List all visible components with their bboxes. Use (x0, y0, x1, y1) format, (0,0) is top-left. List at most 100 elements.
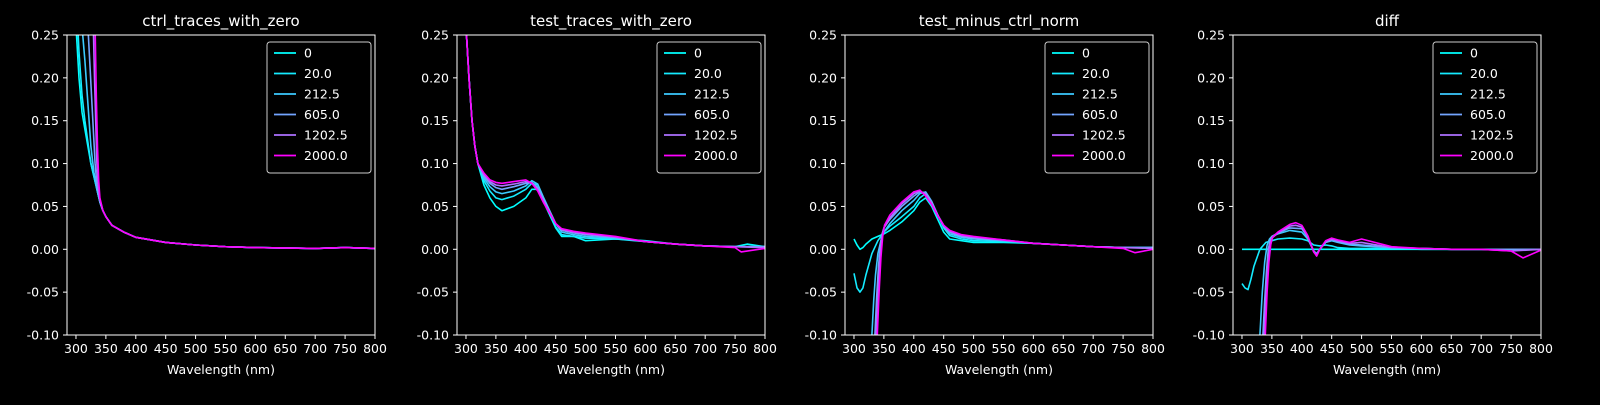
series-group (465, 35, 765, 253)
x-tick-label: 400 (124, 341, 148, 356)
panel-3: 300 350 400 450 500 550 600 650 700 750 800 -0.10 -0… (805, 12, 1165, 377)
y-tick-label: 0.25 (31, 28, 59, 43)
series-line-2000.0 (94, 35, 375, 250)
series-line-1202.5 (1263, 224, 1541, 335)
y-tick-label: 0.05 (31, 199, 59, 214)
legend-label: 2000.0 (304, 148, 348, 163)
series-line-605.0 (874, 191, 1153, 335)
x-axis-label: Wavelength (nm) (167, 362, 275, 377)
x-tick-label: 600 (243, 341, 267, 356)
x-tick-label: 300 (1230, 341, 1254, 356)
legend-label: 0 (1082, 46, 1090, 61)
y-tick-label: 0.05 (421, 199, 449, 214)
legend-label: 212.5 (694, 87, 730, 102)
panel-2: 300 350 400 450 500 550 600 650 700 750 800 -0.10 -0… (417, 12, 777, 377)
x-tick-label: 650 (273, 341, 297, 356)
legend: 0 20.0 212.5 605.0 1202.5 2000.0 (656, 41, 762, 174)
x-tick-label: 450 (544, 341, 568, 356)
y-tick-label: -0.05 (27, 285, 59, 300)
series-line-2000.0 (876, 189, 1153, 335)
y-tick-label: -0.10 (417, 328, 449, 343)
y-tick-label: 0.00 (31, 242, 59, 257)
series-line-605.0 (1262, 227, 1541, 335)
axes-frame (1232, 34, 1542, 336)
x-tick-label: 750 (1111, 341, 1135, 356)
y-tick-label: 0.10 (421, 156, 449, 171)
x-tick-label: 650 (1439, 341, 1463, 356)
y-tick-label: -0.05 (417, 285, 449, 300)
legend-label: 0 (1470, 46, 1478, 61)
legend-label: 1202.5 (1470, 128, 1514, 143)
legend-box (266, 41, 372, 174)
chart-title: ctrl_traces_with_zero (142, 12, 299, 31)
x-tick-label: 700 (1081, 341, 1105, 356)
chart-title: diff (1375, 12, 1400, 30)
series-line-2000.0 (1264, 221, 1541, 335)
legend-label: 0 (304, 46, 312, 61)
legend-label: 0 (694, 46, 702, 61)
legend-label: 2000.0 (1470, 148, 1514, 163)
y-tick-label: 0.20 (809, 70, 837, 85)
x-axis-label: Wavelength (nm) (1333, 362, 1441, 377)
x-tick-label: 600 (633, 341, 657, 356)
legend-label: 20.0 (1470, 66, 1498, 81)
legend-box (1432, 41, 1538, 174)
axes-frame (844, 34, 1154, 336)
x-tick-label: 450 (154, 341, 178, 356)
legend-label: 605.0 (1082, 107, 1118, 122)
legend-label: 212.5 (1082, 87, 1118, 102)
x-tick-label: 800 (753, 341, 777, 356)
x-tick-label: 400 (902, 341, 926, 356)
y-tick-label: 0.15 (1197, 113, 1225, 128)
chart-title: test_minus_ctrl_norm (919, 12, 1080, 31)
y-tick-label: 0.00 (809, 242, 837, 257)
series-line-212.5 (871, 191, 1153, 335)
y-tick-label: 0.15 (809, 113, 837, 128)
x-tick-label: 700 (1469, 341, 1493, 356)
legend: 0 20.0 212.5 605.0 1202.5 2000.0 (266, 41, 372, 174)
series-group (853, 189, 1153, 335)
series-line-212.5 (1259, 229, 1541, 335)
panel-4: 300 350 400 450 500 550 600 650 700 750 800 -0.10 -0… (1193, 12, 1553, 377)
x-tick-label: 800 (1529, 341, 1553, 356)
y-tick-label: 0.15 (31, 113, 59, 128)
y-tick-label: 0.10 (809, 156, 837, 171)
y-tick-label: 0.20 (421, 70, 449, 85)
y-tick-label: 0.25 (809, 28, 837, 43)
legend-label: 20.0 (1082, 66, 1110, 81)
y-tick-label: 0.15 (421, 113, 449, 128)
legend-label: 1202.5 (694, 128, 738, 143)
y-tick-label: 0.25 (421, 28, 449, 43)
panel-1: 300 350 400 450 500 550 600 650 700 750 800 -0.10 -0… (27, 12, 387, 377)
y-tick-label: -0.10 (27, 328, 59, 343)
x-tick-label: 700 (303, 341, 327, 356)
x-tick-label: 800 (363, 341, 387, 356)
legend-label: 20.0 (694, 66, 722, 81)
x-tick-label: 300 (64, 341, 88, 356)
legend-label: 605.0 (694, 107, 730, 122)
x-tick-label: 500 (1350, 341, 1374, 356)
legend-label: 20.0 (304, 66, 332, 81)
x-tick-label: 450 (1320, 341, 1344, 356)
legend-label: 1202.5 (304, 128, 348, 143)
legend-label: 605.0 (304, 107, 340, 122)
legend-label: 212.5 (1470, 87, 1506, 102)
x-axis-label: Wavelength (nm) (945, 362, 1053, 377)
x-tick-label: 500 (184, 341, 208, 356)
legend: 0 20.0 212.5 605.0 1202.5 2000.0 (1044, 41, 1150, 174)
x-tick-label: 450 (932, 341, 956, 356)
legend-label: 605.0 (1470, 107, 1506, 122)
x-tick-label: 300 (842, 341, 866, 356)
y-tick-label: 0.05 (809, 199, 837, 214)
x-axis-label: Wavelength (nm) (557, 362, 665, 377)
x-tick-label: 550 (1380, 341, 1404, 356)
x-tick-label: 600 (1409, 341, 1433, 356)
x-tick-label: 550 (214, 341, 238, 356)
legend-box (656, 41, 762, 174)
y-tick-label: 0.20 (1197, 70, 1225, 85)
x-tick-label: 500 (574, 341, 598, 356)
legend-box (1044, 41, 1150, 174)
y-tick-label: -0.05 (805, 285, 837, 300)
